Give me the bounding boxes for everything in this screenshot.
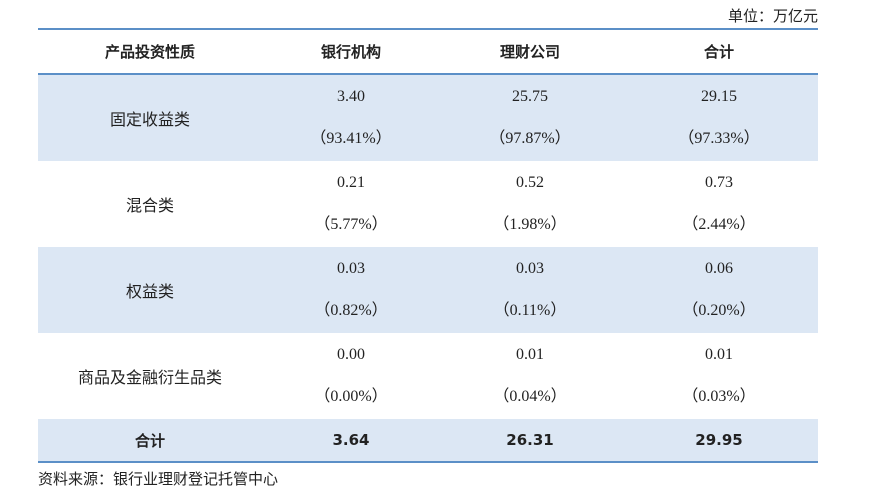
row-label: 混合类 [125,196,174,215]
cell-value: 0.01 [705,346,733,363]
cell-value: 3.40 [337,88,365,105]
cell-value: 25.75 [512,88,548,105]
column-header: 产品投资性质 [104,43,195,61]
column-header: 理财公司 [499,43,560,61]
table: 产品投资性质 银行机构 理财公司 合计 固定收益类 3.40 （93.41%） 25.75 （9… [38,28,818,463]
table-cell: 0.00 （0.00%） [262,333,440,419]
table-cell: 0.01 （0.03%） [620,333,818,419]
table-cell: 0.03 （0.82%） [262,247,440,333]
table-cell: 0.06 （0.20%） [620,247,818,333]
cell-share: （2.44%） [682,216,756,233]
table-cell: 25.75 （97.87%） [440,75,620,161]
cell-value: 0.01 [516,346,544,363]
table-cell: 0.03 （0.11%） [440,247,620,333]
column-header: 银行机构 [320,43,381,61]
cell-share: （0.00%） [314,388,388,405]
cell-value: 0.73 [705,174,733,191]
cell-share: （5.77%） [314,216,388,233]
cell-value: 0.00 [337,346,365,363]
cell-share: （97.33%） [678,130,760,147]
total-value: 3.64 [332,431,370,449]
total-row: 合计 3.64 26.31 29.95 [38,419,818,461]
total-value: 26.31 [506,431,554,449]
cell-share: （0.03%） [682,388,756,405]
table-row: 商品及金融衍生品类 0.00 （0.00%） 0.01 （0.04%） 0.01 （0.03… [38,333,818,419]
cell-value: 29.15 [701,88,737,105]
cell-value: 0.03 [516,260,544,277]
row-label: 权益类 [125,282,174,301]
unit-label: 单位：万亿元 [727,9,818,25]
table-row: 权益类 0.03 （0.82%） 0.03 （0.11%） 0.06 （0.20%） [38,247,818,333]
table-cell: 0.01 （0.04%） [440,333,620,419]
table-row: 固定收益类 3.40 （93.41%） 25.75 （97.87%） 29.15 （97.3… [38,75,818,161]
row-label: 商品及金融衍生品类 [77,368,222,387]
cell-share: （0.11%） [493,302,567,319]
table-cell: 0.52 （1.98%） [440,161,620,247]
cell-value: 0.52 [516,174,544,191]
table-cell: 29.15 （97.33%） [620,75,818,161]
header-row: 产品投资性质 银行机构 理财公司 合计 [38,30,818,75]
row-label: 固定收益类 [109,110,190,129]
cell-share: （0.04%） [493,388,567,405]
table-cell: 3.40 （93.41%） [262,75,440,161]
total-label: 合计 [134,431,165,450]
cell-value: 0.21 [337,174,365,191]
total-value: 29.95 [695,431,743,449]
column-header: 合计 [703,43,734,61]
cell-value: 0.06 [705,260,733,277]
cell-share: （0.82%） [314,302,388,319]
cell-share: （0.20%） [682,302,756,319]
cell-share: （93.41%） [310,130,392,147]
cell-share: （97.87%） [489,130,571,147]
source-note: 资料来源：银行业理财登记托管中心 [38,472,279,488]
cell-value: 0.03 [337,260,365,277]
table-cell: 0.73 （2.44%） [620,161,818,247]
cell-share: （1.98%） [493,216,567,233]
table-row: 混合类 0.21 （5.77%） 0.52 （1.98%） 0.73 （2.44%） [38,161,818,247]
table-cell: 0.21 （5.77%） [262,161,440,247]
